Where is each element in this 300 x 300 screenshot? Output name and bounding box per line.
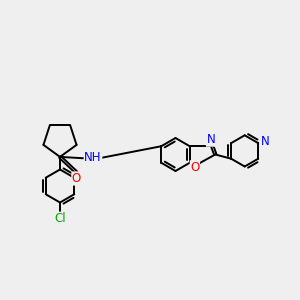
- Text: O: O: [72, 172, 81, 185]
- Text: NH: NH: [84, 151, 102, 164]
- Text: O: O: [190, 161, 200, 174]
- Text: N: N: [260, 135, 269, 148]
- Text: Cl: Cl: [54, 212, 66, 225]
- Text: N: N: [206, 133, 215, 146]
